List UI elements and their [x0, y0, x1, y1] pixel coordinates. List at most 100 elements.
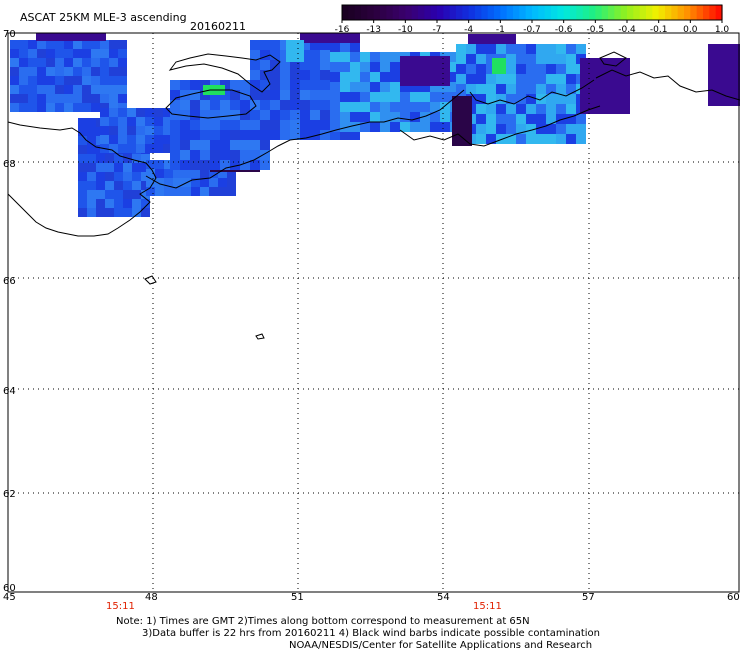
data-cell: [227, 178, 236, 187]
data-cell: [154, 108, 163, 117]
data-cell: [91, 40, 100, 49]
data-cell: [250, 50, 260, 60]
data-cell: [180, 130, 190, 140]
colorbar-segment: [456, 5, 463, 20]
data-cell: [516, 54, 526, 64]
data-cell: [141, 190, 150, 199]
data-cell: [170, 110, 180, 120]
data-cell: [28, 85, 37, 94]
colorbar-segment: [348, 5, 356, 20]
data-cell: [87, 199, 96, 208]
data-cell: [37, 94, 46, 103]
data-cell: [173, 169, 182, 178]
data-cell: [380, 52, 390, 62]
colorbar-segment: [538, 5, 546, 20]
data-cell: [191, 178, 200, 187]
data-cell: [200, 100, 210, 110]
data-cell: [64, 58, 73, 67]
data-cell: [230, 140, 240, 150]
data-cell: [37, 76, 46, 85]
data-cell: [154, 117, 163, 126]
data-cell: [340, 130, 350, 140]
data-cell: [64, 85, 73, 94]
data-cell: [546, 94, 556, 104]
data-cell: [340, 102, 350, 112]
data-cell: [10, 94, 19, 103]
data-cell: [546, 114, 556, 124]
data-cell: [91, 103, 100, 112]
data-cell: [82, 85, 91, 94]
data-cell: [566, 124, 576, 134]
data-cell: [78, 127, 87, 136]
data-cell: [118, 76, 127, 85]
data-cell: [280, 110, 290, 120]
data-cell: [310, 110, 320, 120]
colorbar-segment: [513, 5, 520, 20]
data-cell: [210, 140, 220, 150]
data-cell: [109, 117, 118, 126]
data-cell: [566, 84, 576, 94]
data-cell: [476, 94, 486, 104]
data-cell: [516, 104, 526, 114]
lon-label-57: 57: [582, 592, 595, 603]
data-cell: [64, 103, 73, 112]
colorbar-segment: [690, 5, 698, 20]
data-cell: [526, 104, 536, 114]
data-cell: [270, 120, 280, 130]
data-cell: [209, 178, 218, 187]
data-cell: [330, 40, 340, 50]
data-cell: [526, 134, 536, 144]
data-cell: [170, 80, 180, 90]
data-cell: [310, 50, 320, 60]
data-cell: [164, 187, 173, 196]
kola-coast: [7, 121, 157, 237]
data-cell: [55, 49, 64, 58]
data-cell: [290, 130, 300, 140]
data-cell: [370, 112, 380, 122]
data-cell: [240, 110, 250, 120]
coastline: [7, 51, 740, 340]
colorbar-label: 0.0: [683, 25, 698, 35]
data-cell: [546, 134, 556, 144]
data-cell: [310, 40, 320, 50]
note-line-1: Note: 1) Times are GMT 2)Times along bot…: [116, 616, 530, 627]
data-cell: [28, 103, 37, 112]
data-cell: [118, 103, 127, 112]
data-cell: [46, 103, 55, 112]
data-cell: [290, 70, 300, 80]
data-cell: [310, 90, 320, 100]
data-cell: [250, 70, 260, 80]
data-cell: [370, 122, 380, 132]
colorbar-segment: [620, 5, 628, 20]
colorbar-segment: [487, 5, 495, 20]
data-cell: [164, 160, 173, 169]
data-cell: [250, 90, 260, 100]
data-cell: [136, 135, 145, 144]
lat-label-60: 60: [3, 583, 16, 594]
data-cell: [420, 92, 430, 102]
data-cell: [87, 163, 96, 172]
data-cell: [220, 160, 230, 170]
kanin-peninsula: [168, 53, 281, 93]
colorbar-segment: [481, 5, 489, 20]
data-cell: [440, 102, 450, 112]
colorbar-segment: [354, 5, 362, 20]
colorbar-segment: [380, 5, 387, 20]
data-cell: [230, 90, 240, 100]
data-cell: [123, 172, 132, 181]
data-cell: [476, 44, 486, 54]
data-cell: [320, 60, 330, 70]
data-cell: [476, 124, 486, 134]
data-cell: [73, 58, 82, 67]
colorbar-segment: [532, 5, 539, 20]
data-cell: [466, 44, 476, 54]
data-cell: [200, 130, 210, 140]
data-cell: [466, 54, 476, 64]
data-cell: [100, 117, 109, 126]
data-cell: [476, 54, 486, 64]
data-cell: [91, 49, 100, 58]
data-cell: [486, 134, 496, 144]
data-cell: [109, 126, 118, 135]
data-cell: [132, 154, 141, 163]
